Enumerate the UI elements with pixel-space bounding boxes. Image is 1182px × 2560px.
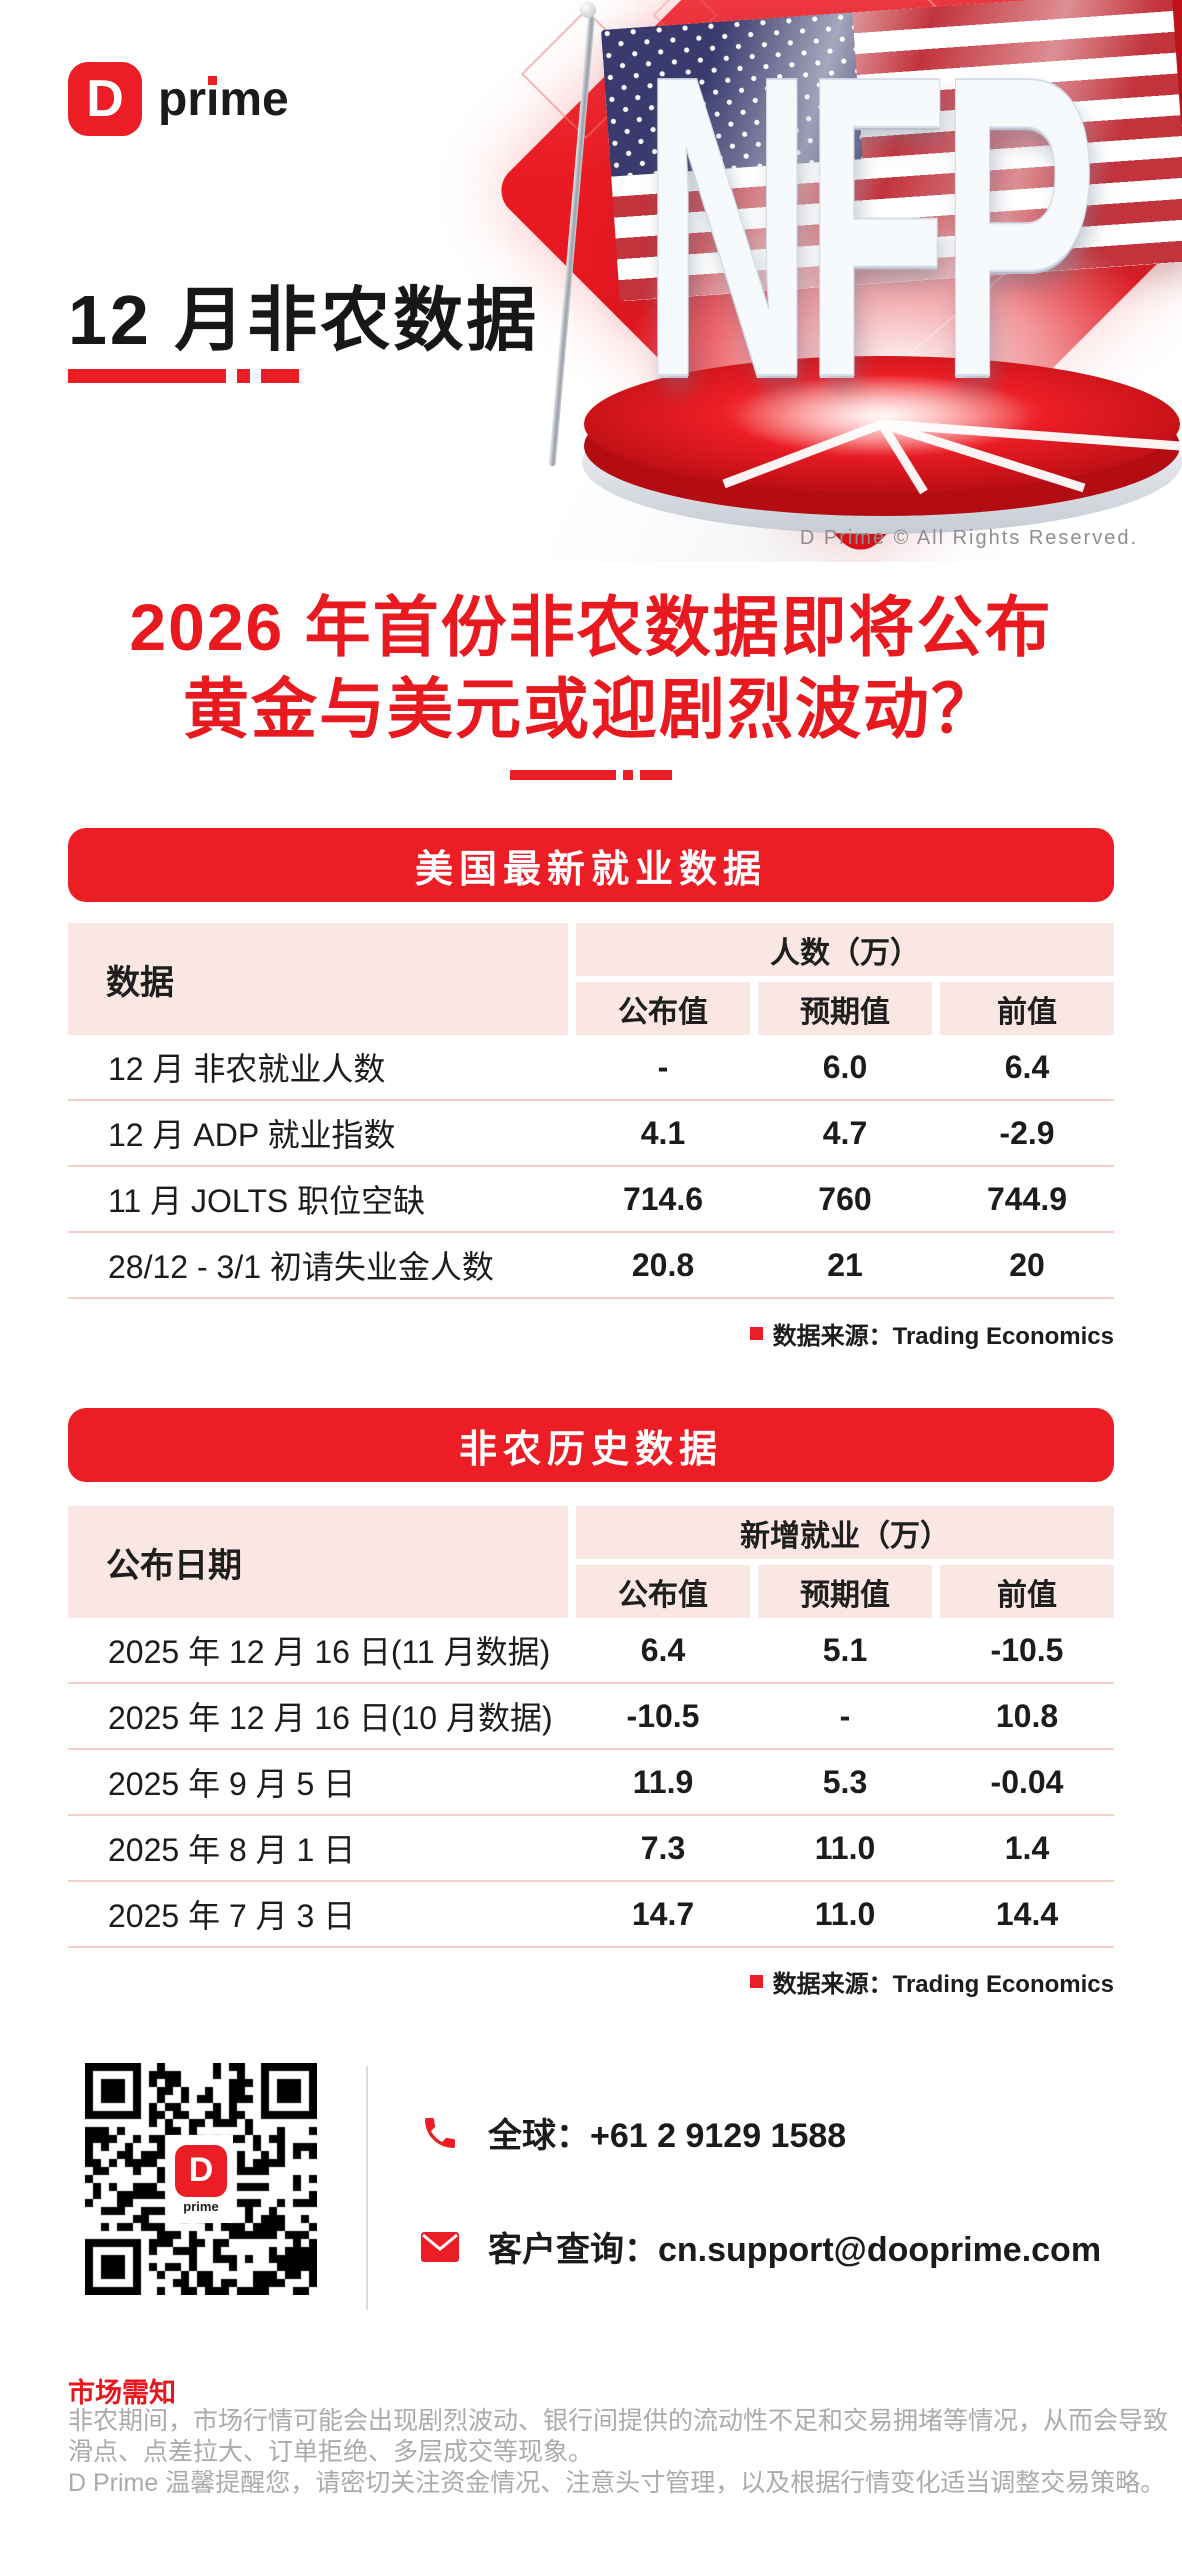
row-label: 12 月 非农就业人数	[108, 1051, 386, 1087]
email-label: 客户查询：cn.support@dooprime.com	[488, 2231, 1102, 2269]
row-value-forecast: -	[839, 1697, 851, 1734]
table2-group-header: 新增就业（万）	[576, 1506, 1114, 1559]
table-row: 12 月 ADP 就业指数 4.1 4.7 -2.9	[68, 1101, 1114, 1167]
row-value-published: 6.4	[640, 1631, 686, 1668]
row-value-published: 14.7	[631, 1895, 695, 1932]
row-value-previous: 14.4	[995, 1895, 1059, 1932]
row-value-published: -10.5	[626, 1697, 700, 1734]
email-contact: 客户查询：cn.support@dooprime.com	[420, 2222, 1101, 2271]
headline: 2026 年首份非农数据即将公布 黄金与美元或迎剧烈波动？	[0, 586, 1182, 750]
table-row: 2025 年 12 月 16 日(10 月数据) -10.5 - 10.8	[68, 1684, 1114, 1750]
headline-line1: 2026 年首份非农数据即将公布	[129, 590, 1053, 664]
row-label: 12 月 ADP 就业指数	[108, 1117, 396, 1153]
table-row: 12 月 非农就业人数 - 6.0 6.4	[68, 1035, 1114, 1101]
table2-subheader-previous: 前值	[940, 1565, 1114, 1618]
row-label: 2025 年 9 月 5 日	[108, 1766, 356, 1802]
logo-i-dot	[208, 75, 217, 85]
row-value-published: 4.1	[640, 1114, 686, 1151]
table-row: 11 月 JOLTS 职位空缺 714.6 760 744.9	[68, 1167, 1114, 1233]
row-value-previous: 20	[1009, 1246, 1045, 1283]
red-pie-podium	[582, 356, 1182, 534]
row-label: 2025 年 7 月 3 日	[108, 1898, 356, 1934]
table1-col-header: 数据	[68, 923, 568, 1035]
phone-contact: 全球：+61 2 9129 1588	[420, 2108, 846, 2157]
table-row: 2025 年 7 月 3 日 14.7 11.0 14.4	[68, 1882, 1114, 1948]
table2-subheader-forecast: 预期值	[758, 1565, 932, 1618]
disclaimer-heading: 市场需知	[68, 2378, 176, 2408]
red-square-bullet-icon	[749, 1975, 763, 1988]
row-value-previous: 6.4	[1004, 1048, 1050, 1085]
row-value-published: 714.6	[622, 1180, 704, 1217]
row-value-forecast: 21	[827, 1246, 863, 1283]
qr-code: D prime	[85, 2063, 317, 2295]
copyright-text: D Prime © All Rights Reserved.	[799, 527, 1138, 549]
table1-rows: 12 月 非农就业人数 - 6.0 6.4 12 月 ADP 就业指数 4.1 …	[68, 1035, 1114, 1299]
row-value-forecast: 4.7	[822, 1114, 868, 1151]
row-value-previous: 10.8	[995, 1697, 1059, 1734]
row-value-previous: 744.9	[986, 1180, 1068, 1217]
headline-line2: 黄金与美元或迎剧烈波动？	[183, 672, 999, 746]
phone-icon	[425, 2117, 455, 2148]
disclaimer-text: 非农期间，市场行情可能会出现剧烈波动、银行间提供的流动性不足和交易拥堵等情况，从…	[68, 2406, 1168, 2499]
row-label: 2025 年 12 月 16 日(11 月数据)	[108, 1634, 551, 1670]
table2-subheader-published: 公布值	[576, 1565, 750, 1618]
disclaimer-line: D Prime 温馨提醒您，请密切关注资金情况、注意头寸管理，以及根据行情变化适…	[68, 2469, 1166, 2497]
table1-subheader-forecast: 预期值	[758, 982, 932, 1035]
table2-col-header: 公布日期	[68, 1506, 568, 1618]
disclaimer-line: 滑点、点差拉大、订单拒绝、多层成交等现象。	[68, 2438, 594, 2466]
nfp-3d-text: NFP	[641, 0, 1097, 467]
row-value-forecast: 11.0	[814, 1895, 876, 1932]
mail-icon	[421, 2231, 459, 2262]
dprime-logo-wordmark: prı me	[158, 72, 289, 126]
page-title: 12 月非农数据	[68, 281, 540, 359]
table-row: 28/12 - 3/1 初请失业金人数 20.8 21 20	[68, 1233, 1114, 1299]
hero-banner: NFP D Prime © All Rights Reserved.	[0, 0, 1182, 562]
table2-rows: 2025 年 12 月 16 日(11 月数据) 6.4 5.1 -10.5 2…	[68, 1618, 1114, 1948]
table1-group-header: 人数（万）	[576, 923, 1114, 976]
row-value-previous: -2.9	[999, 1114, 1055, 1151]
title-underline-decoration	[68, 369, 299, 383]
table-row: 2025 年 9 月 5 日 11.9 5.3 -0.04	[68, 1750, 1114, 1816]
row-value-previous: -10.5	[990, 1631, 1064, 1668]
row-value-previous: 1.4	[1004, 1829, 1050, 1866]
headline-underline-decoration	[0, 770, 1182, 780]
row-value-forecast: 5.1	[822, 1631, 868, 1668]
data-source-note: 数据来源：Trading Economics	[749, 1316, 1114, 1351]
row-value-forecast: 6.0	[822, 1048, 868, 1085]
table1-subheader-published: 公布值	[576, 982, 750, 1035]
disclaimer-line: 非农期间，市场行情可能会出现剧烈波动、银行间提供的流动性不足和交易拥堵等情况，从…	[68, 2407, 1169, 2435]
vertical-divider	[366, 2066, 368, 2310]
row-label: 2025 年 12 月 16 日(10 月数据)	[108, 1700, 553, 1736]
dprime-logo-mark: D	[68, 62, 142, 136]
table-row: 2025 年 8 月 1 日 7.3 11.0 1.4	[68, 1816, 1114, 1882]
qr-center-logo: D prime	[169, 2135, 233, 2223]
row-value-forecast: 5.3	[822, 1763, 868, 1800]
dprime-logo: D prı me	[68, 62, 289, 136]
table1-subheader-previous: 前值	[940, 982, 1114, 1035]
row-value-forecast: 11.0	[814, 1829, 876, 1866]
row-value-published: -	[657, 1048, 669, 1085]
section-banner-latest-data: 美国最新就业数据	[68, 828, 1114, 902]
row-value-forecast: 760	[818, 1180, 872, 1217]
data-source-note: 数据来源：Trading Economics	[749, 1964, 1114, 1999]
table-row: 2025 年 12 月 16 日(11 月数据) 6.4 5.1 -10.5	[68, 1618, 1114, 1684]
phone-label: 全球：+61 2 9129 1588	[488, 2117, 847, 2155]
row-label: 2025 年 8 月 1 日	[108, 1832, 356, 1868]
dprime-logo-mark-small: D	[175, 2144, 227, 2197]
row-value-published: 20.8	[631, 1246, 695, 1283]
flag-pole-finial	[580, 2, 596, 18]
table1-header: 数据 人数（万） 公布值 预期值 前值	[68, 923, 1114, 1035]
red-square-bullet-icon	[749, 1327, 763, 1340]
row-value-previous: -0.04	[990, 1763, 1064, 1800]
section-banner-history-data: 非农历史数据	[68, 1408, 1114, 1482]
row-value-published: 7.3	[640, 1829, 686, 1866]
row-label: 28/12 - 3/1 初请失业金人数	[108, 1249, 494, 1285]
table2-header: 公布日期 新增就业（万） 公布值 预期值 前值	[68, 1506, 1114, 1618]
row-value-published: 11.9	[632, 1763, 694, 1800]
row-label: 11 月 JOLTS 职位空缺	[108, 1183, 426, 1219]
